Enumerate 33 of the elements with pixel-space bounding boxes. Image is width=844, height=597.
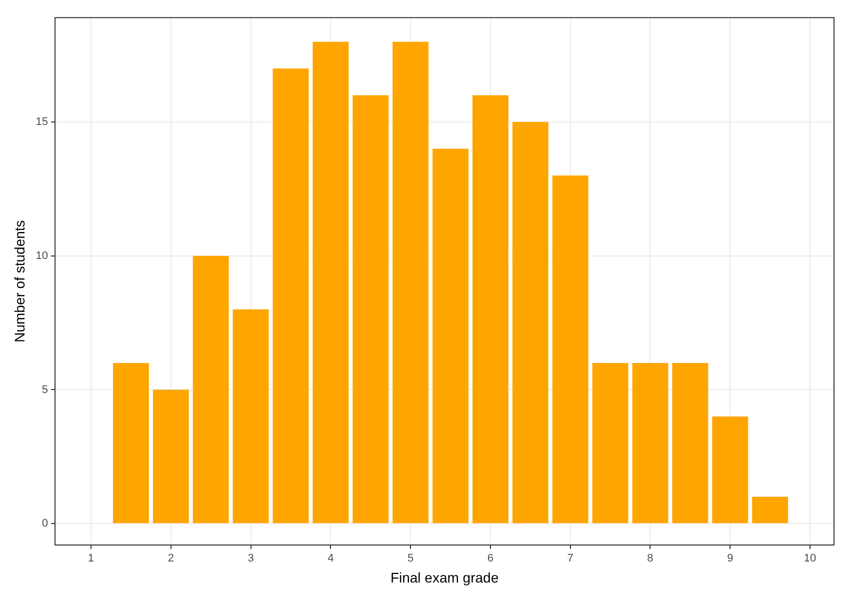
bar [552,176,588,524]
x-tick-label: 10 [804,552,816,565]
bar [712,416,748,524]
bar [432,148,468,524]
bar [392,42,429,524]
y-tick-label: 0 [42,518,48,530]
y-tick-label: 5 [42,384,48,396]
bar [272,68,309,524]
bar [232,309,269,524]
x-axis-title: Final exam grade [390,569,499,586]
y-tick-label: 15 [36,116,48,128]
bar [512,122,548,524]
bar [152,390,189,524]
x-tick-label: 8 [647,552,654,565]
bar [672,362,708,524]
y-tick-label: 10 [36,250,48,262]
x-tick-label: 7 [567,552,574,565]
bar [192,256,229,524]
x-tick-label: 2 [168,552,174,565]
bar [112,362,149,524]
x-tick-label: 3 [248,552,254,565]
bar [312,42,349,524]
x-tick-label: 4 [328,552,334,565]
y-axis-title: Number of students [11,220,28,342]
bar [592,362,628,524]
x-tick-label: 6 [487,552,494,565]
bar [472,95,508,524]
bar [752,496,788,524]
bar [352,95,389,524]
bar [632,362,668,524]
x-tick-label: 5 [408,552,414,565]
x-tick-label: 1 [88,552,94,565]
x-tick-label: 9 [727,552,734,565]
